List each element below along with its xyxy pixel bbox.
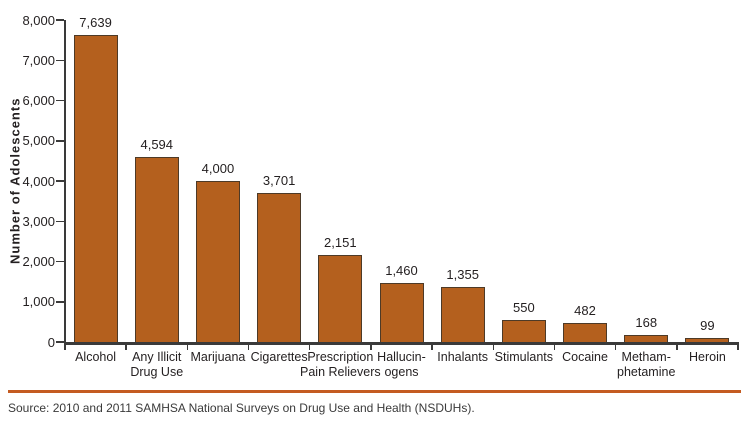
bar-prescription-pain-relievers [318, 255, 363, 342]
y-tick [56, 140, 64, 142]
x-axis-label-stimulants: Stimulants [494, 350, 554, 364]
x-tick [247, 343, 250, 350]
x-tick [370, 343, 372, 350]
y-tick [56, 59, 64, 61]
x-tick [64, 343, 66, 350]
bar-inhalants [440, 287, 485, 342]
y-tick-label: 8,000 [22, 12, 55, 28]
footer-separator-line [8, 390, 741, 393]
y-axis-line [63, 20, 66, 344]
x-axis-label-alcohol: Alcohol [75, 350, 117, 364]
bar-heroin [685, 338, 730, 342]
x-axis-label-prescription-pain-relievers: Prescription Pain Relievers [300, 350, 381, 379]
y-tick-label: 4,000 [22, 173, 55, 189]
x-tick [737, 343, 739, 350]
x-tick [125, 343, 127, 350]
bar-value-label-any-illicit-drug-use: 4,594 [140, 137, 174, 152]
y-tick-label: 2,000 [22, 254, 55, 269]
y-tick-label: 1,000 [22, 294, 55, 310]
bar-metham-phetamine [624, 335, 669, 342]
x-axis-label-marijuana: Marijuana [190, 350, 246, 364]
x-tick [614, 343, 617, 350]
y-tick-label: 0 [47, 334, 55, 350]
y-tick-label: 7,000 [22, 52, 55, 68]
bar-value-label-alcohol: 7,639 [79, 15, 112, 30]
x-axis-label-hallucin-ogens: Hallucin- ogens [377, 350, 426, 379]
x-axis-label-cocaine: Cocaine [562, 350, 608, 364]
x-axis-label-heroin: Heroin [688, 350, 726, 364]
bar-value-label-marijuana: 4,000 [201, 161, 235, 176]
x-axis-label-cigarettes: Cigarettes [250, 350, 308, 364]
x-axis-label-inhalants: Inhalants [437, 350, 489, 364]
bar-value-label-cigarettes: 3,701 [262, 173, 296, 188]
x-tick [308, 343, 311, 350]
bar-marijuana [195, 181, 240, 342]
x-tick [186, 343, 189, 350]
x-axis-line [63, 342, 739, 345]
x-axis-label-any-illicit-drug-use: Any Illicit Drug Use [130, 350, 184, 379]
x-tick [553, 343, 556, 350]
bar-value-label-inhalants: 1,355 [446, 267, 479, 282]
bar-value-label-cocaine: 482 [574, 303, 596, 318]
x-tick [492, 343, 495, 350]
bar-value-label-stimulants: 550 [513, 300, 535, 315]
bar-any-illicit-drug-use [134, 157, 179, 342]
y-tick-label: 6,000 [22, 93, 55, 108]
bar-cigarettes [257, 193, 302, 342]
y-tick [56, 260, 64, 263]
y-tick [56, 220, 64, 222]
y-tick [56, 180, 64, 182]
x-tick [676, 343, 678, 350]
y-tick [56, 341, 64, 343]
y-tick [56, 301, 64, 303]
x-tick [431, 343, 433, 350]
bar-alcohol [73, 35, 118, 342]
y-tick-label: 3,000 [22, 213, 55, 229]
y-tick [56, 19, 64, 21]
bar-value-label-metham-phetamine: 168 [635, 315, 658, 330]
bar-value-label-heroin: 99 [700, 318, 715, 333]
x-axis-label-metham-phetamine: Metham- phetamine [617, 350, 676, 379]
bar-stimulants [501, 320, 546, 342]
y-tick-label: 5,000 [22, 133, 55, 149]
bar-cocaine [563, 323, 608, 342]
bar-hallucin-ogens [379, 283, 424, 342]
bar-value-label-prescription-pain-relievers: 2,151 [324, 235, 357, 250]
bar-value-label-hallucin-ogens: 1,460 [385, 263, 418, 278]
source-text: Source: 2010 and 2011 SAMHSA National Su… [8, 401, 475, 415]
y-tick [56, 99, 64, 102]
